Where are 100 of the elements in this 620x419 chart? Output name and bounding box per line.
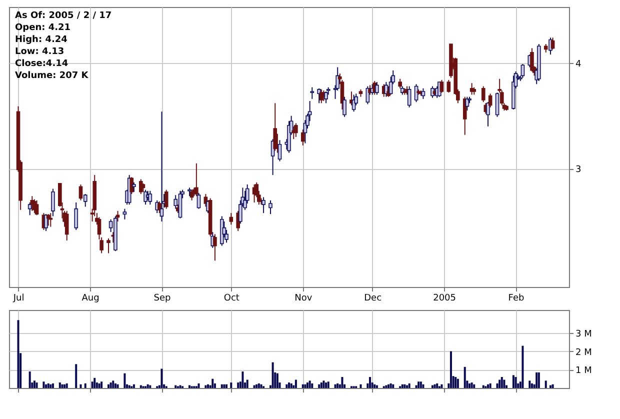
candlestick [273,102,278,152]
annotation: High: 4.24 [15,35,68,45]
annotation: Low: 4.13 [15,47,64,57]
bar [114,383,116,388]
bar [456,378,459,388]
bar [404,384,406,388]
bar [237,382,240,388]
bar [544,380,547,388]
bar [246,380,248,388]
candlestick [78,184,83,201]
bar [288,382,290,388]
candlestick [440,79,444,94]
candlestick [324,91,328,104]
bar [198,383,200,388]
x-tick-label: Sep [154,294,171,304]
bar [422,384,424,388]
bar [253,385,256,388]
bar [376,385,378,388]
bar [536,372,538,388]
x-tick-label: Jul [12,294,24,304]
bar [100,382,103,388]
candlestick [398,78,402,89]
bar [489,383,492,388]
bar [179,385,182,388]
bar [212,378,214,388]
bar [33,380,36,388]
bar [468,383,470,388]
bar [327,382,330,388]
bar [512,375,514,388]
bar [112,380,114,388]
bar [188,385,190,388]
bar [336,383,339,388]
y-tick-label: 1 M [576,366,592,376]
bar [58,382,61,388]
bar [549,385,552,388]
bar [374,384,376,388]
bar [84,383,86,388]
candlestick [164,189,168,210]
bar [91,382,94,388]
bar [17,320,20,388]
annotation: Volume: 207 K [15,71,90,81]
candlestick [300,129,305,146]
bar [538,372,540,388]
x-tick-label: Nov [294,294,313,304]
bar [304,384,306,388]
bar [66,383,68,388]
candlestick [310,86,314,100]
bar [294,380,297,388]
bar [223,384,226,388]
bar [454,376,457,388]
bar [160,368,163,388]
candlestick [268,200,272,215]
bar [45,384,48,388]
candlestick [64,210,69,242]
bar [96,382,98,388]
bar [61,384,64,388]
annotation: Open: 4.21 [15,23,71,33]
bar [415,385,418,388]
bar [514,376,517,388]
bar [500,376,503,388]
bar [440,384,443,388]
bar [388,384,390,388]
bar [503,380,506,388]
bar [98,383,100,388]
bar [470,382,473,388]
bar [522,346,524,388]
bar [80,384,82,388]
bar [52,383,54,388]
y-tick-label: 3 [576,165,582,176]
bar [108,384,110,388]
bar [47,383,50,388]
bar [385,385,388,388]
bar [311,383,314,388]
bar [464,366,466,388]
bar [272,362,274,388]
candlestick [462,96,467,136]
bar [406,385,408,388]
bar [487,384,490,388]
bar [276,373,278,388]
candlestick [196,192,201,210]
bar [334,384,336,388]
bar [450,351,452,388]
bar [408,383,410,388]
candlestick [495,92,500,118]
y-tick-label: 4 [576,60,582,70]
bar [260,384,262,388]
bar [64,384,66,388]
y-tick-label: 2 M [576,348,592,358]
annotation: As Of: 2005 / 2 / 17 [15,11,112,21]
bar [322,380,325,388]
bar [214,383,216,388]
bar [36,382,38,388]
bar [552,384,554,388]
candlestick [51,188,55,217]
bar [226,384,228,388]
candlestick [48,212,53,228]
bar [306,382,309,388]
candlestick [481,86,486,103]
bar [207,384,210,388]
bar [290,383,292,388]
